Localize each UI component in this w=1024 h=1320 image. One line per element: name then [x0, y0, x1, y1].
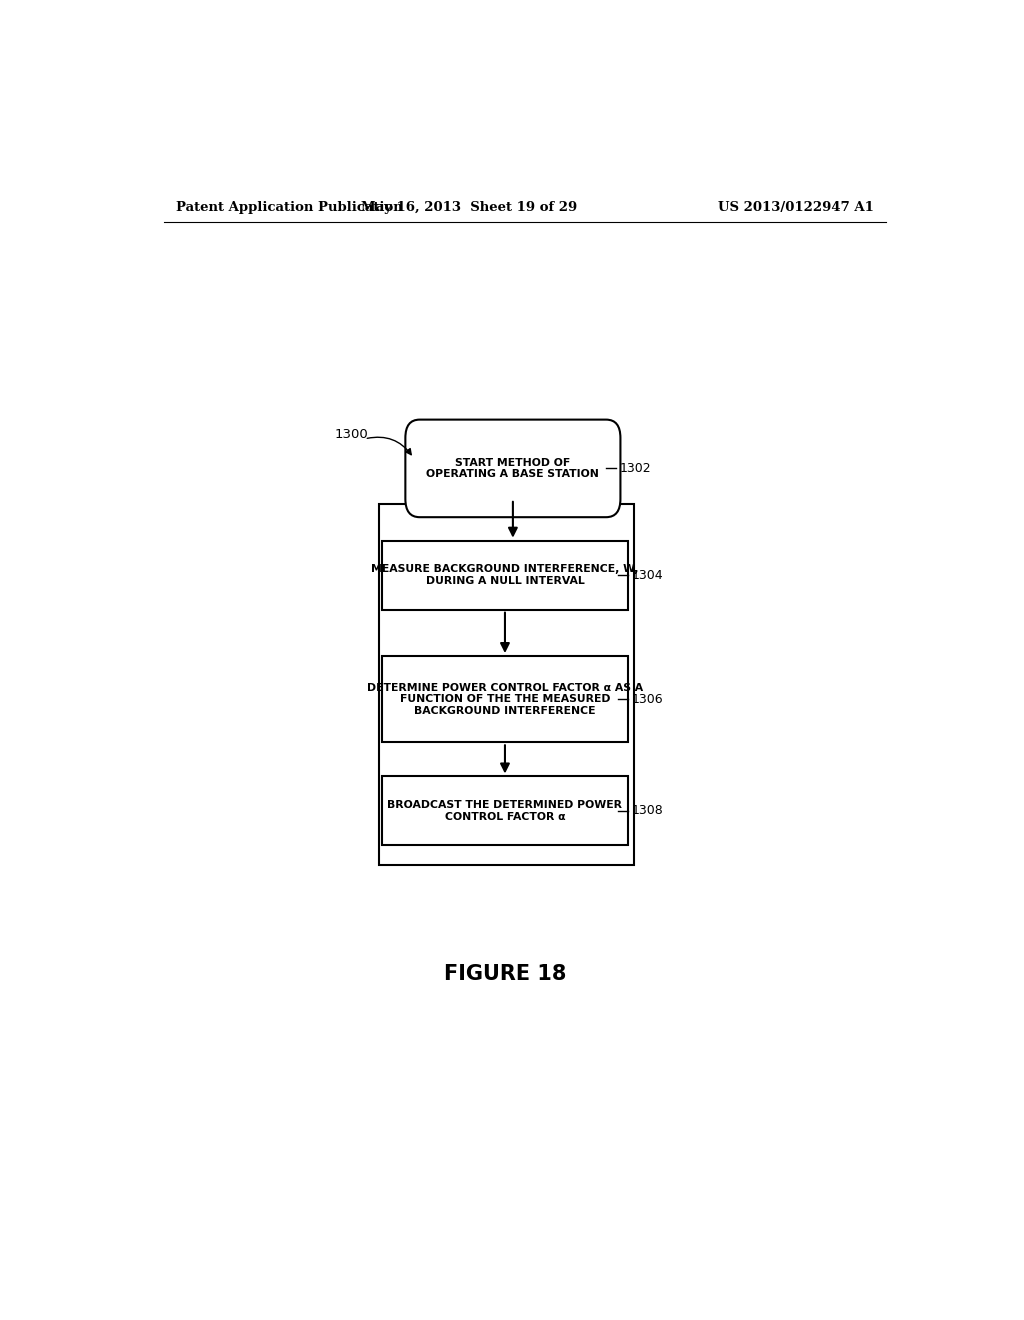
Text: 1300: 1300 [334, 429, 368, 441]
Text: US 2013/0122947 A1: US 2013/0122947 A1 [718, 201, 873, 214]
Text: Patent Application Publication: Patent Application Publication [176, 201, 402, 214]
FancyBboxPatch shape [382, 776, 628, 846]
Text: FIGURE 18: FIGURE 18 [443, 964, 566, 983]
Text: 1308: 1308 [632, 804, 664, 817]
Text: MEASURE BACKGROUND INTERFERENCE, W,
DURING A NULL INTERVAL: MEASURE BACKGROUND INTERFERENCE, W, DURI… [372, 565, 639, 586]
Text: BROADCAST THE DETERMINED POWER
CONTROL FACTOR α: BROADCAST THE DETERMINED POWER CONTROL F… [387, 800, 623, 822]
FancyBboxPatch shape [406, 420, 621, 517]
FancyBboxPatch shape [379, 504, 634, 865]
Text: START METHOD OF
OPERATING A BASE STATION: START METHOD OF OPERATING A BASE STATION [426, 458, 599, 479]
Text: 1302: 1302 [620, 462, 651, 475]
FancyBboxPatch shape [382, 541, 628, 610]
FancyBboxPatch shape [382, 656, 628, 742]
Text: DETERMINE POWER CONTROL FACTOR α AS A
FUNCTION OF THE THE MEASURED
BACKGROUND IN: DETERMINE POWER CONTROL FACTOR α AS A FU… [367, 682, 643, 715]
Text: 1304: 1304 [632, 569, 664, 582]
Text: 1306: 1306 [632, 693, 664, 706]
Text: May 16, 2013  Sheet 19 of 29: May 16, 2013 Sheet 19 of 29 [361, 201, 578, 214]
FancyArrowPatch shape [368, 437, 412, 454]
